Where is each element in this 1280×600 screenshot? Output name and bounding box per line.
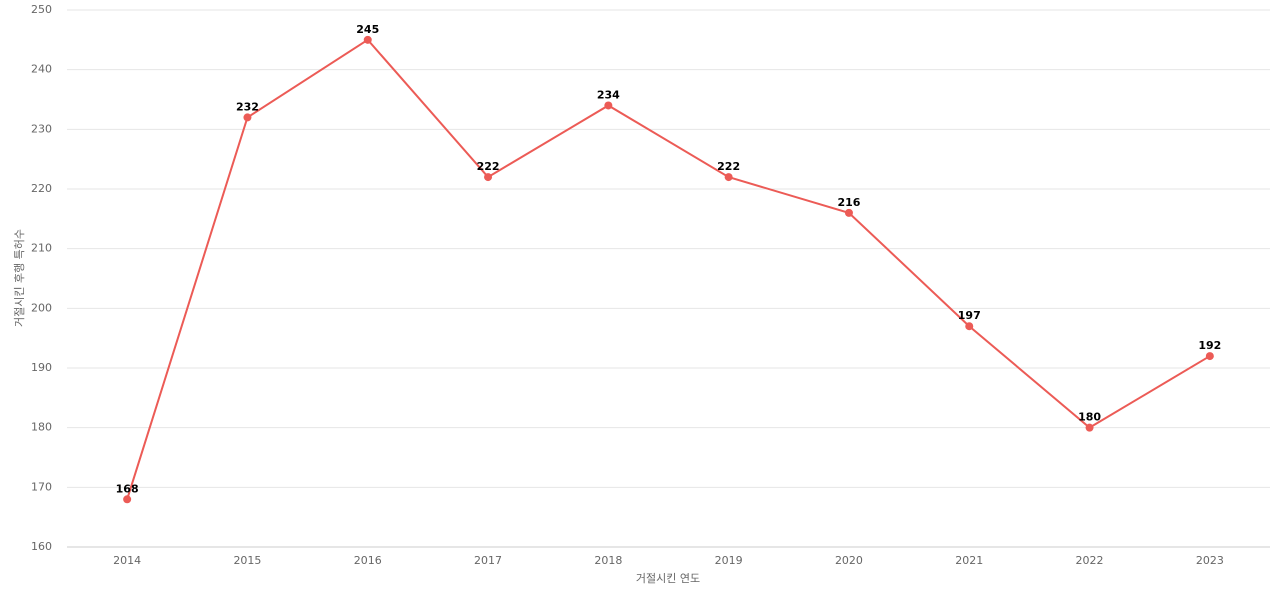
x-tick-label: 2022 (1076, 554, 1104, 567)
y-tick-label: 170 (31, 480, 52, 493)
x-tick-label: 2018 (594, 554, 622, 567)
point (1085, 423, 1094, 432)
x-tick-label: 2023 (1196, 554, 1224, 567)
value-label: 234 (597, 88, 620, 101)
y-tick-label: 200 (31, 301, 52, 314)
y-axis-label: 거절시킨 후행 특허수 (13, 229, 26, 327)
x-tick-label: 2016 (354, 554, 382, 567)
value-label: 222 (477, 160, 500, 173)
value-label: 232 (236, 100, 259, 113)
y-tick-label: 210 (31, 242, 52, 255)
point (604, 101, 613, 110)
value-label: 192 (1198, 339, 1221, 352)
point (844, 208, 853, 217)
point (484, 173, 493, 182)
value-label: 197 (958, 309, 981, 322)
x-tick-label: 2015 (233, 554, 261, 567)
y-tick-label: 250 (31, 3, 52, 16)
x-axis-label: 거절시킨 연도 (636, 572, 700, 585)
x-tick-label: 2014 (113, 554, 141, 567)
point (363, 35, 372, 44)
y-tick-label: 230 (31, 122, 52, 135)
point (1205, 352, 1214, 361)
value-label: 216 (837, 196, 860, 209)
value-label: 245 (356, 23, 379, 36)
line (126, 38, 1211, 500)
value-label: 180 (1078, 411, 1101, 424)
point (965, 322, 974, 331)
y-tick-label: 220 (31, 182, 52, 195)
value-label: 222 (717, 160, 740, 173)
x-tick-label: 2021 (955, 554, 983, 567)
x-tick-label: 2020 (835, 554, 863, 567)
x-tick-label: 2019 (715, 554, 743, 567)
y-tick-label: 180 (31, 421, 52, 434)
y-tick-label: 160 (31, 540, 52, 553)
x-tick-label: 2017 (474, 554, 502, 567)
y-tick-label: 240 (31, 63, 52, 76)
point (724, 173, 733, 182)
point (243, 113, 252, 122)
point (123, 495, 132, 504)
value-label: 168 (116, 482, 139, 495)
y-tick-label: 190 (31, 361, 52, 374)
